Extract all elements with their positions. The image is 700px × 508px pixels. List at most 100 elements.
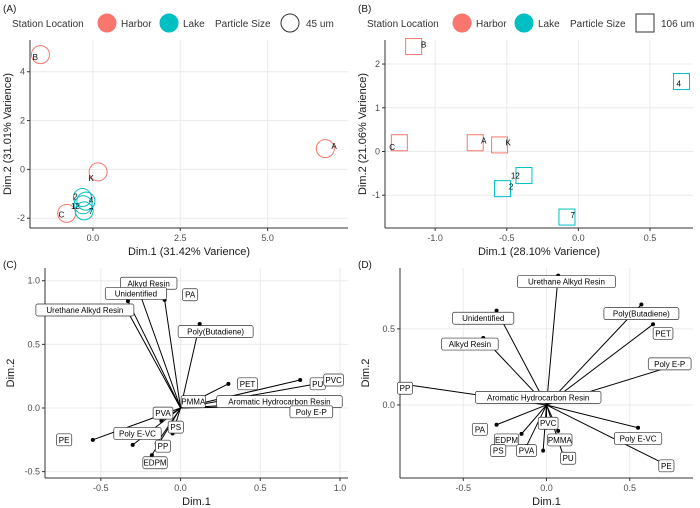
- vector-label-box: [537, 416, 559, 430]
- vector-label-PA: PA: [475, 425, 486, 434]
- vector-label-box: [35, 303, 135, 317]
- vector-PA: [164, 299, 182, 409]
- point-B: [30, 45, 50, 65]
- x-axis-title: Dim.1: [182, 496, 211, 508]
- point-label-A: A: [331, 142, 337, 151]
- point-label-12: 12: [511, 172, 520, 181]
- vector-tip-Unidentified: [494, 308, 499, 313]
- vector-label-PE: PE: [661, 462, 672, 471]
- vector-Poly(Butadiene): [546, 304, 642, 406]
- vector-label-box: [547, 433, 573, 447]
- y-tick-label: 0: [20, 164, 25, 174]
- point-4: [76, 191, 96, 211]
- vector-label-PVC: PVC: [540, 419, 557, 428]
- legend-lake-label: Lake: [538, 19, 560, 30]
- vector-label-box: [323, 373, 344, 387]
- vector-PS: [526, 404, 547, 447]
- point-A: [315, 139, 335, 159]
- point-label-C: C: [59, 211, 65, 220]
- x-tick-label: 2.5: [174, 233, 187, 243]
- vector-label-Poly(Butadiene): Poly(Butadiene): [187, 328, 244, 337]
- x-tick-label: -0.5: [456, 483, 472, 493]
- vector-label-box: [177, 325, 254, 338]
- vector-tip-PMMA: [556, 428, 561, 433]
- legend-station-title: Station Location: [367, 19, 439, 30]
- x-tick-label: 5.0: [261, 233, 274, 243]
- point-label-7: 7: [570, 211, 575, 220]
- y-axis-title: Dim.2: [5, 359, 17, 388]
- y-tick-label: 0.5: [27, 339, 40, 349]
- point-7: [74, 201, 94, 221]
- y-tick-label: -1: [372, 190, 380, 200]
- vector-label-Poly E-P: Poly E-P: [654, 360, 685, 369]
- legend-size-marker: [280, 13, 300, 33]
- vector-label-box: [560, 451, 577, 465]
- x-axis-title: Dim.1 (28.10% Varience): [478, 246, 600, 258]
- x-tick-label: 0.5: [254, 483, 267, 493]
- vector-tip-PE: [90, 437, 95, 442]
- y-tick-label: -0.5: [24, 467, 40, 477]
- legend-station-title: Station Location: [12, 19, 84, 30]
- legend-harbor-label: Harbor: [476, 19, 507, 30]
- vector-label-Poly E-VC: Poly E-VC: [620, 434, 657, 443]
- y-tick-label: -2: [17, 213, 25, 223]
- vector-label-box: [56, 433, 73, 447]
- x-tick-label: 1.0: [334, 483, 347, 493]
- vector-label-PVA: PVA: [155, 409, 171, 418]
- vector-Unidentified: [127, 300, 182, 409]
- vector-label-Aromatic Hydrocarbon Resin: Aromatic Hydrocarbon Resin: [487, 393, 589, 402]
- point-label-4: 4: [676, 80, 681, 89]
- vector-label-box: [652, 327, 674, 340]
- x-tick-label: 0.5: [644, 233, 657, 243]
- y-tick-label: 2: [20, 116, 25, 126]
- x-tick-label: 0.0: [174, 483, 187, 493]
- vector-tip-PVA: [541, 448, 546, 453]
- vector-label-PS: PS: [493, 447, 504, 456]
- vector-label-Unidentified: Unidentified: [462, 314, 504, 323]
- vector-label-box: [397, 381, 413, 395]
- y-tick-label: 1: [375, 103, 380, 113]
- vector-tip-Poly(Butadiene): [197, 322, 202, 326]
- vector-label-box: [237, 377, 258, 391]
- y-tick-label: 0: [375, 146, 380, 156]
- x-tick-label: 0.0: [87, 233, 100, 243]
- vector-label-box: [614, 432, 663, 445]
- legend-lake-swatch: [514, 13, 534, 33]
- legend-0: Station Location Harbor Lake Particle Size 4…: [12, 13, 334, 33]
- vector-label-Alkyd Resin: Alkyd Resin: [449, 340, 491, 349]
- point-K: [88, 162, 108, 182]
- vector-label-PMMA: PMMA: [548, 436, 573, 445]
- y-tick-label: 0.0: [382, 400, 395, 410]
- vector-tip-PU: [298, 378, 303, 382]
- vector-tip-Unidentified: [125, 299, 130, 304]
- point-label-2: 2: [509, 182, 514, 191]
- legend-size-marker: [635, 13, 655, 33]
- legend-harbor-swatch: [452, 13, 472, 33]
- vector-label-box: [452, 311, 515, 325]
- vector-label-EDPM: EDPM: [143, 459, 166, 468]
- vector-label-Aromatic Hydrocarbon Resin: Aromatic Hydrocarbon Resin: [228, 398, 330, 407]
- vector-label-Alkyd Resin: Alkyd Resin: [128, 279, 170, 288]
- vector-label-box: [167, 420, 184, 434]
- vector-label-PU: PU: [312, 380, 323, 389]
- x-tick-label: -0.5: [93, 483, 109, 493]
- legend-lake-label: Lake: [183, 19, 205, 30]
- point-label-2: 2: [73, 192, 78, 201]
- vector-PE: [546, 404, 672, 468]
- vector-tip-Poly(Butadiene): [639, 302, 644, 307]
- point-K: [491, 136, 509, 154]
- vector-label-PE: PE: [59, 436, 70, 445]
- point-label-B: B: [421, 40, 426, 49]
- point-2: [72, 187, 92, 207]
- point-A: [466, 134, 484, 152]
- x-axis-title: Dim.1: [532, 496, 561, 508]
- vector-tip-PET: [651, 322, 656, 327]
- point-label-12: 12: [71, 202, 80, 211]
- y-tick-label: 0.0: [27, 403, 40, 413]
- y-axis-title: Dim.2 (21.06% Varience): [357, 73, 369, 195]
- vector-label-box: [516, 444, 537, 457]
- panel-tag: (C): [3, 260, 17, 271]
- panel-tag: (D): [358, 260, 372, 271]
- legend-lake-swatch: [159, 13, 179, 33]
